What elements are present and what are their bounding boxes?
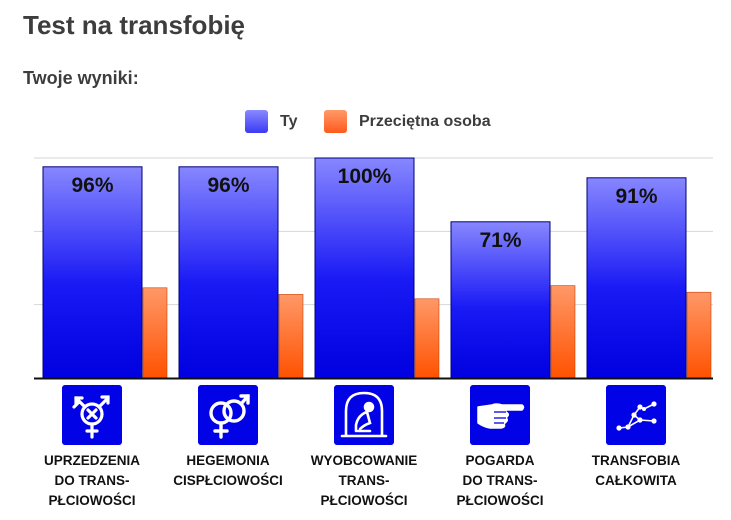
linked-gender-symbols-icon bbox=[198, 385, 258, 445]
bar-average-4 bbox=[686, 291, 712, 379]
bar-ty-2 bbox=[314, 157, 415, 379]
page-title: Test na transfobię bbox=[23, 10, 246, 40]
chart-legend: Ty Przeciętna osoba bbox=[0, 110, 731, 136]
category-label-contempt: POGARDA DO TRANS- PŁCIOWOŚCI bbox=[456, 453, 544, 508]
constellation-icon bbox=[606, 385, 666, 445]
bar-value-label-3: 71% bbox=[479, 229, 521, 252]
bar-value-label-4: 91% bbox=[615, 185, 657, 208]
category-label-alienation: WYOBCOWANIE TRANS- PŁCIOWOŚCI bbox=[310, 453, 418, 508]
legend-item-average: Przeciętna osoba bbox=[324, 110, 491, 133]
bar-average-1 bbox=[278, 294, 304, 379]
bar-ty-4 bbox=[586, 177, 687, 379]
category-label-hegemony: HEGEMONIA CISPŁCIOWOŚCI bbox=[173, 453, 283, 488]
bar-ty-3 bbox=[450, 221, 551, 379]
bar-ty-1 bbox=[178, 166, 279, 379]
legend-item-ty: Ty bbox=[245, 110, 297, 133]
pointing-hand-icon bbox=[470, 385, 530, 445]
bar-average-2 bbox=[414, 298, 440, 379]
results-subtitle: Twoje wyniki: bbox=[23, 68, 139, 88]
bar-ty-0 bbox=[42, 166, 143, 379]
bar-average-3 bbox=[550, 285, 576, 379]
bar-chart: 96% 96% 100% 71% 91% bbox=[34, 157, 713, 380]
bar-value-label-2: 100% bbox=[338, 165, 392, 188]
legend-label-ty: Ty bbox=[280, 112, 298, 130]
bar-value-label-0: 96% bbox=[71, 174, 113, 197]
category-label-total: TRANSFOBIA CAŁKOWITA bbox=[591, 453, 681, 488]
legend-swatch-average bbox=[324, 110, 347, 133]
legend-swatch-ty bbox=[245, 110, 268, 133]
bar-value-label-1: 96% bbox=[207, 174, 249, 197]
category-label-prejudice: UPRZEDZENIA DO TRANS- PŁCIOWOŚCI bbox=[43, 453, 140, 508]
person-in-bell-jar-icon bbox=[334, 385, 394, 445]
legend-label-average: Przeciętna osoba bbox=[359, 112, 491, 130]
transgender-symbol-icon bbox=[62, 385, 122, 445]
bar-average-0 bbox=[142, 287, 168, 379]
